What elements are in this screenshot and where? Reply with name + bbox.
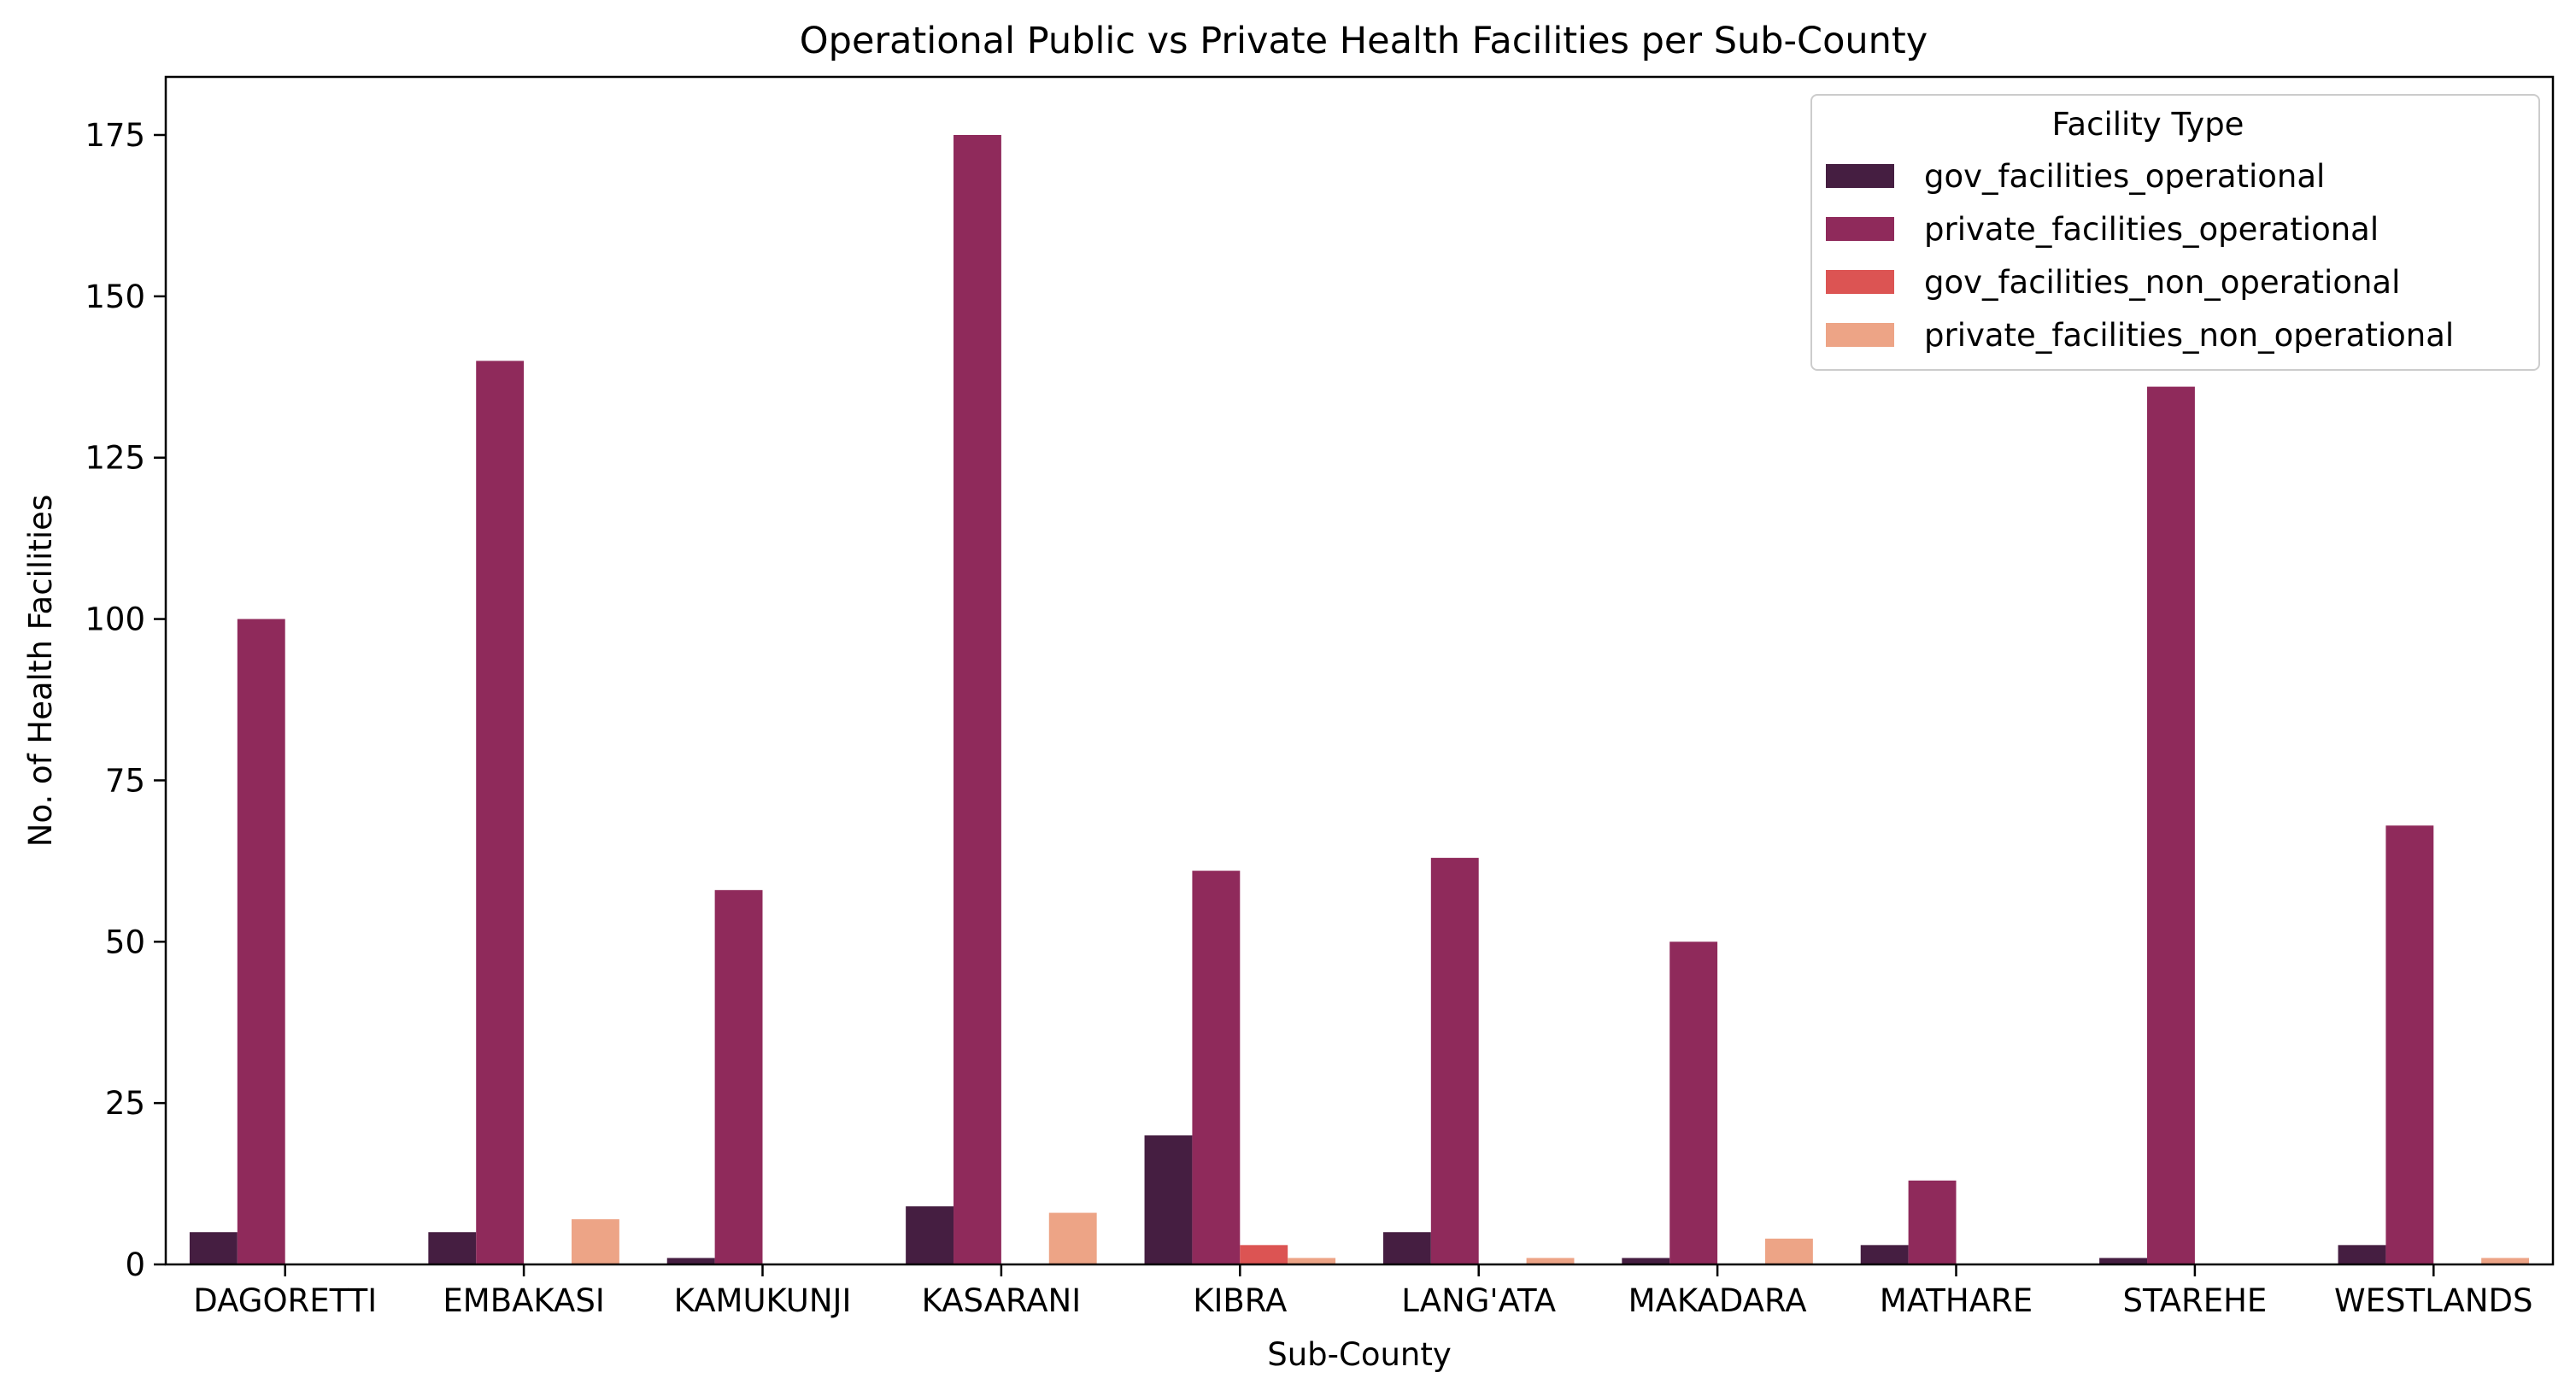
bar-gov_facilities_operational-LANG'ATA [1382, 1232, 1431, 1264]
bar-gov_facilities_operational-MAKADARA [1622, 1258, 1670, 1264]
legend-swatch [1826, 323, 1894, 347]
bar-private_facilities_non_operational-KIBRA [1288, 1258, 1336, 1264]
bar-private_facilities_operational-KAMUKUNJI [714, 889, 763, 1264]
legend-swatch [1826, 164, 1894, 188]
bar-gov_facilities_operational-STAREHE [2099, 1258, 2148, 1264]
x-tick-label: EMBAKASI [443, 1282, 604, 1319]
bar-private_facilities_operational-KIBRA [1192, 871, 1241, 1264]
x-tick-label: STAREHE [2122, 1282, 2267, 1319]
bar-gov_facilities_operational-MATHARE [1860, 1245, 1909, 1264]
bar-private_facilities_non_operational-WESTLANDS [2481, 1258, 2530, 1264]
legend-label: gov_facilities_operational [1924, 158, 2325, 195]
x-tick-label: MATHARE [1880, 1282, 2033, 1319]
y-tick-label: 125 [85, 440, 145, 477]
legend-frame [1810, 94, 2540, 371]
x-tick-label: DAGORETTI [193, 1282, 377, 1319]
x-tick-label: KIBRA [1193, 1282, 1287, 1319]
chart-title: Operational Public vs Private Health Fac… [800, 20, 1928, 62]
bar-gov_facilities_operational-KASARANI [906, 1206, 954, 1264]
bar-private_facilities_operational-STAREHE [2147, 386, 2195, 1265]
legend-label: private_facilities_operational [1924, 211, 2379, 248]
bar-gov_facilities_non_operational-KIBRA [1240, 1245, 1288, 1264]
bar-private_facilities_operational-WESTLANDS [2385, 825, 2434, 1264]
x-axis: DAGORETTI EMBAKASI KAMUKUNJI KASARANI KIBRA L… [193, 1264, 2533, 1319]
legend-label: gov_facilities_non_operational [1924, 264, 2400, 301]
bar-private_facilities_operational-DAGORETTI [237, 619, 285, 1264]
bar-private_facilities_operational-KASARANI [954, 134, 1001, 1264]
bar-private_facilities_non_operational-EMBAKASI [571, 1219, 619, 1264]
legend-swatch [1826, 217, 1894, 241]
bar-private_facilities_non_operational-LANG'ATA [1526, 1258, 1575, 1264]
legend-title: Facility Type [2052, 106, 2244, 143]
bar-gov_facilities_operational-WESTLANDS [2338, 1245, 2386, 1264]
plot-frame [164, 75, 2555, 1266]
x-tick-label: KASARANI [922, 1282, 1082, 1319]
legend-label: private_facilities_non_operational [1924, 317, 2454, 354]
bar-gov_facilities_operational-EMBAKASI [428, 1232, 477, 1264]
x-tick-label: WESTLANDS [2334, 1282, 2532, 1319]
y-tick-label: 100 [85, 601, 145, 638]
x-tick-label: MAKADARA [1628, 1282, 1807, 1319]
legend-swatch [1826, 270, 1894, 294]
bar-gov_facilities_operational-KAMUKUNJI [666, 1258, 715, 1264]
bar-private_facilities_operational-MATHARE [1908, 1180, 1957, 1264]
bar-private_facilities_non_operational-MAKADARA [1764, 1238, 1813, 1264]
bar-private_facilities_non_operational-KASARANI [1048, 1212, 1097, 1264]
x-axis-label: Sub-County [1267, 1336, 1452, 1373]
y-tick-label: 175 [85, 117, 145, 154]
y-axis-label: No. of Health Facilities [22, 495, 59, 847]
bar-private_facilities_operational-MAKADARA [1669, 941, 1718, 1264]
bar-gov_facilities_operational-DAGORETTI [189, 1232, 238, 1264]
y-axis: 0 25 50 75 100 125 150 175 [85, 117, 166, 1283]
legend-items: gov_facilities_operational private_facili… [1826, 158, 2454, 354]
bar-private_facilities_operational-LANG'ATA [1430, 858, 1479, 1264]
x-tick-label: LANG'ATA [1401, 1282, 1556, 1319]
bar-gov_facilities_operational-KIBRA [1144, 1135, 1193, 1264]
y-tick-label: 50 [105, 924, 145, 960]
legend: Facility Type gov_facilities_operational… [1810, 94, 2540, 371]
y-tick-label: 25 [105, 1085, 145, 1122]
y-tick-label: 0 [125, 1246, 145, 1283]
bar-private_facilities_operational-EMBAKASI [476, 361, 525, 1264]
y-tick-label: 75 [105, 762, 145, 799]
x-tick-label: KAMUKUNJI [674, 1282, 852, 1319]
bars-layer [189, 134, 2530, 1265]
y-tick-label: 150 [85, 279, 145, 315]
